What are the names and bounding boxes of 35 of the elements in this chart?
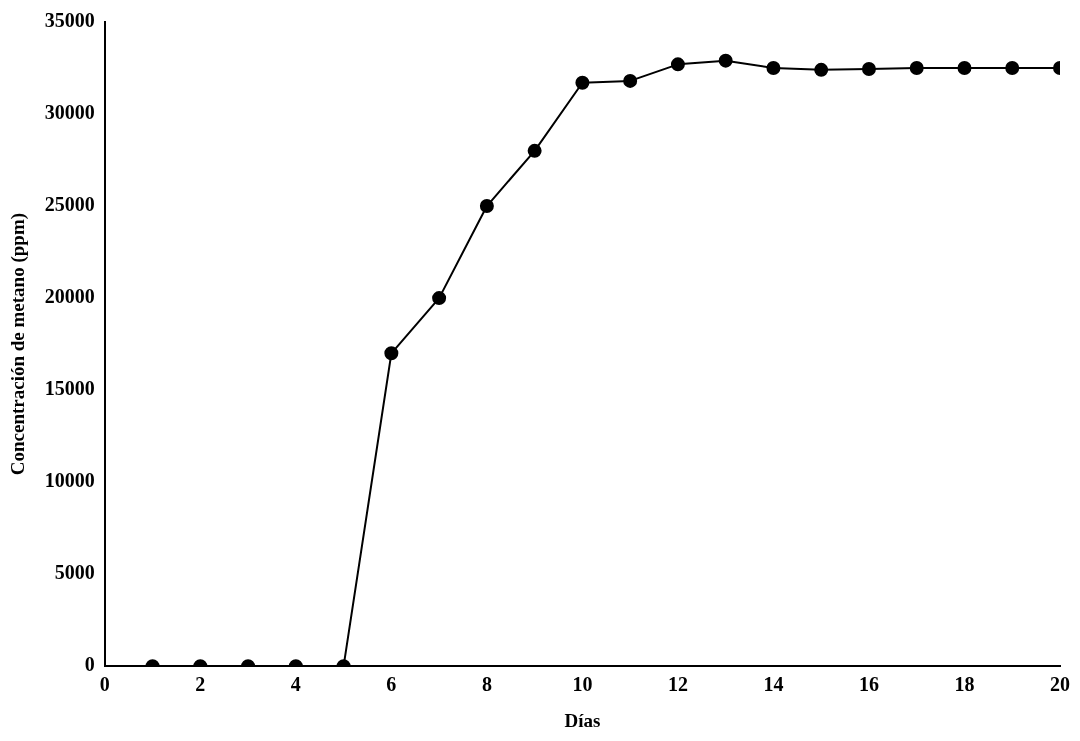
y-tick-label: 35000 [44, 9, 95, 32]
point [861, 61, 876, 76]
x-tick-label: 12 [667, 673, 688, 696]
y-tick-label: 5000 [54, 561, 95, 584]
x-tick-label: 8 [481, 673, 492, 696]
point [957, 61, 972, 76]
x-axis-title: Días [564, 709, 601, 731]
y-tick-label: 0 [84, 653, 95, 676]
point [384, 346, 399, 361]
y-tick-label: 30000 [44, 101, 95, 124]
x-tick-label: 20 [1050, 673, 1070, 696]
x-tick-label: 16 [858, 673, 879, 696]
point [479, 199, 494, 214]
y-axis-title: Concentración de metano (ppm) [7, 212, 30, 476]
x-tick-label: 2 [195, 673, 206, 696]
point [1005, 61, 1020, 76]
point [670, 57, 685, 72]
x-tick-label: 18 [954, 673, 975, 696]
y-tick-label: 15000 [44, 377, 95, 400]
y-tick-label: 25000 [44, 193, 95, 216]
x-tick-label: 6 [386, 673, 397, 696]
point [909, 61, 924, 76]
point [623, 73, 638, 88]
x-tick-label: 0 [99, 673, 110, 696]
x-tick-label: 10 [572, 673, 593, 696]
point [575, 75, 590, 90]
point [766, 61, 781, 76]
point [718, 53, 733, 68]
x-tick-label: 4 [290, 673, 301, 696]
x-tick-label: 14 [763, 673, 784, 696]
point [432, 291, 447, 306]
y-tick-label: 10000 [44, 469, 95, 492]
point [814, 62, 829, 77]
y-tick-label: 20000 [44, 285, 95, 308]
point [527, 143, 542, 158]
